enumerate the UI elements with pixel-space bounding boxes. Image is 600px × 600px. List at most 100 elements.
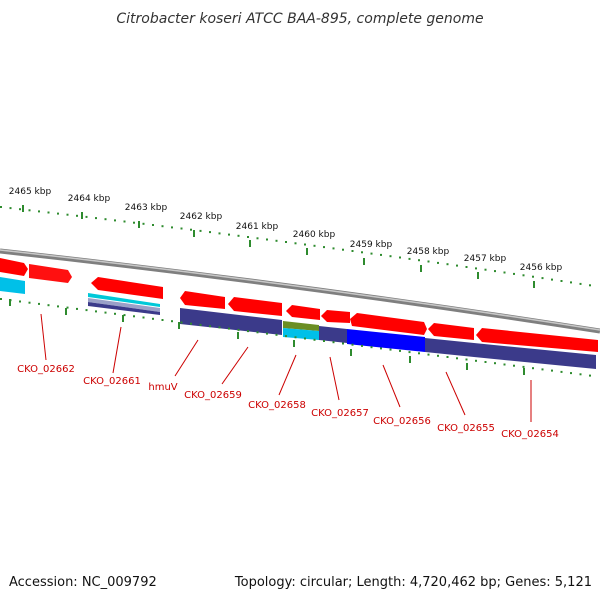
gene-bar	[180, 308, 282, 335]
scale-dot	[570, 281, 572, 284]
scale-dot	[361, 344, 363, 347]
gene-bar	[0, 277, 25, 294]
scale-dot	[9, 207, 12, 210]
major-tick	[138, 221, 140, 228]
gene-arrow	[91, 277, 163, 299]
gene-arrow	[29, 264, 72, 283]
gene-label: CKO_02659	[184, 390, 242, 401]
scale-dot	[142, 222, 145, 225]
major-tick	[178, 322, 180, 329]
scale-dot	[532, 275, 534, 278]
scale-dot	[142, 316, 145, 319]
scale-dot	[294, 336, 297, 339]
major-tick	[420, 265, 422, 272]
scale-dot	[532, 367, 534, 370]
major-tick	[65, 308, 67, 315]
scale-dot	[190, 228, 192, 231]
scale-dot	[76, 214, 78, 217]
genome-backbone-highlight	[0, 249, 600, 331]
major-tick	[533, 281, 535, 288]
scale-dot	[237, 234, 240, 237]
major-tick	[81, 212, 83, 219]
scale-dot	[123, 220, 126, 223]
scale-dot	[437, 354, 439, 357]
scale-dot	[589, 284, 591, 287]
gene-bar	[425, 338, 474, 357]
gene-label: CKO_02662	[17, 364, 75, 375]
scale-dot	[446, 356, 449, 358]
scale-dot	[247, 330, 249, 333]
scale-dot	[218, 326, 221, 329]
gene-bar	[283, 328, 319, 340]
scale-dot	[275, 239, 278, 242]
scale-dot	[389, 255, 392, 258]
kbp-label: 2463 kbp	[125, 203, 168, 213]
scale-dot	[484, 361, 487, 363]
inner-scale-ticks	[0, 298, 591, 377]
scale-dot	[104, 311, 107, 314]
scale-dot	[266, 238, 268, 241]
scale-dot	[427, 353, 430, 356]
scale-dot	[579, 282, 582, 285]
scale-dot	[465, 358, 468, 361]
scale-dot	[304, 243, 306, 246]
major-tick	[249, 240, 251, 247]
major-tick	[9, 299, 11, 306]
topology-text: Topology: circular; Length: 4,720,462 bp…	[234, 575, 592, 590]
scale-dot	[323, 340, 325, 342]
scale-dot	[47, 304, 50, 307]
major-tick	[293, 340, 295, 347]
scale-dot	[76, 307, 78, 310]
scale-dot	[199, 323, 202, 326]
scale-dot	[332, 341, 335, 344]
scale-dot	[332, 247, 335, 250]
scale-dot	[47, 211, 50, 214]
scale-dot	[408, 257, 411, 260]
label-leader-line	[382, 364, 401, 408]
scale-dot	[95, 217, 97, 220]
scale-dot	[209, 325, 211, 328]
gene-arrow	[350, 313, 427, 335]
scale-dot	[66, 213, 69, 216]
scale-dot	[380, 347, 382, 350]
scale-dot	[180, 227, 183, 230]
scale-dot	[446, 263, 449, 266]
scale-dot	[152, 224, 154, 226]
major-tick	[306, 248, 308, 255]
major-tick	[193, 230, 195, 237]
scale-dot	[503, 271, 506, 274]
scale-dot	[19, 208, 21, 211]
gene-bar	[283, 321, 319, 331]
scale-dot	[351, 343, 354, 346]
scale-dot	[266, 332, 268, 335]
scale-dot	[133, 315, 135, 318]
scale-dot	[399, 256, 401, 259]
gene-arrow	[228, 297, 282, 316]
scale-dot	[503, 363, 506, 366]
major-tick	[122, 315, 124, 322]
gene-arrow	[321, 310, 350, 323]
scale-dot	[28, 301, 31, 304]
scale-dot	[218, 232, 221, 235]
scale-dot	[161, 319, 164, 321]
kbp-label: 2459 kbp	[350, 240, 393, 250]
kbp-label: 2457 kbp	[464, 254, 507, 264]
scale-dot	[256, 237, 259, 240]
scale-dot	[484, 268, 487, 271]
major-tick	[466, 363, 468, 370]
major-tick	[409, 356, 411, 363]
scale-dot	[494, 362, 496, 365]
scale-dot	[294, 242, 297, 245]
gene-arrow	[0, 258, 28, 276]
gene-label: CKO_02657	[311, 408, 369, 419]
scale-dot	[513, 364, 515, 367]
gene-bar	[319, 326, 347, 343]
scale-dot	[209, 231, 211, 234]
scale-dot	[256, 331, 259, 334]
scale-dot	[38, 210, 40, 213]
scale-dot	[28, 209, 31, 212]
scale-dot	[85, 215, 88, 218]
scale-dot	[304, 337, 306, 340]
scale-dot	[85, 309, 88, 312]
